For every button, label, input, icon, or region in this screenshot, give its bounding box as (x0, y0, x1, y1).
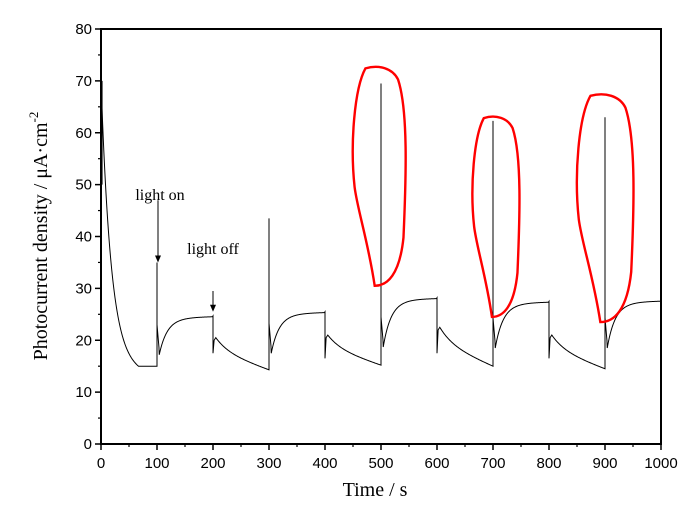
y-tick-label: 0 (84, 436, 92, 453)
y-tick-label: 60 (75, 125, 92, 142)
x-tick-label: 300 (256, 455, 281, 472)
annotation-light-on: light on (135, 187, 184, 204)
x-tick-label: 900 (592, 455, 617, 472)
x-tick-label: 400 (312, 455, 337, 472)
x-tick-label: 200 (200, 455, 225, 472)
annotations: light on light off (135, 187, 240, 312)
x-axis: 0 100 200 300 400 500 600 700 800 900 1000 (97, 444, 678, 472)
y-tick-label: 70 (75, 73, 92, 90)
y-axis-title-main: Photocurrent density / μA·cm (30, 122, 52, 360)
y-axis-title-sup: -2 (26, 112, 41, 123)
highlight-loop (351, 65, 407, 287)
x-tick-label: 100 (144, 455, 169, 472)
x-axis-title: Time / s (343, 479, 408, 501)
x-tick-label: 700 (480, 455, 505, 472)
spike-lines (100, 80, 606, 370)
highlight-loops (351, 65, 635, 324)
y-tick-label: 10 (75, 384, 92, 401)
arrow-light-on-head-icon (155, 255, 161, 263)
annotation-light-off: light off (187, 241, 239, 258)
highlight-loop (471, 115, 521, 319)
arrow-light-off-head-icon (210, 304, 216, 312)
y-tick-label: 80 (75, 21, 92, 38)
y-tick-label: 50 (75, 177, 92, 194)
y-tick-label: 20 (75, 332, 92, 349)
x-tick-label: 600 (424, 455, 449, 472)
y-axis-title: Photocurrent density / μA·cm-2 (26, 112, 52, 361)
y-axis: 0 10 20 30 40 50 60 70 80 (75, 21, 101, 453)
photocurrent-trace (100, 80, 662, 371)
y-tick-label: 40 (75, 229, 92, 246)
x-tick-label: 800 (536, 455, 561, 472)
x-tick-label: 500 (368, 455, 393, 472)
highlight-loop (575, 93, 635, 324)
y-tick-label: 30 (75, 280, 92, 297)
x-tick-label: 0 (97, 455, 105, 472)
x-tick-label: 1000 (644, 455, 677, 472)
